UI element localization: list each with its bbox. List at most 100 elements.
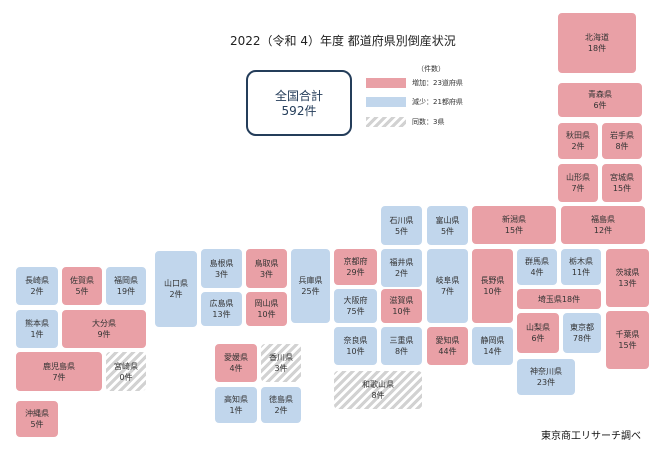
pref-gunma: 群馬県 4件: [516, 248, 558, 286]
prefecture-count: 1件: [229, 406, 243, 415]
prefecture-count: 15件: [618, 341, 637, 350]
pref-tochigi: 栃木県 11件: [560, 248, 602, 286]
pref-nara: 奈良県 10件: [333, 326, 378, 366]
legend-increase-label: 増加：23道府県: [412, 79, 463, 87]
prefecture-count: 5件: [440, 226, 455, 236]
prefecture-name: 和歌山県: [362, 380, 394, 389]
prefecture-count: 2件: [571, 142, 585, 151]
prefecture-count: 3件: [214, 269, 229, 279]
prefecture-count: 8件: [371, 391, 385, 400]
prefecture-name: 愛知県: [435, 336, 460, 345]
prefecture-name: 兵庫県: [298, 276, 323, 285]
pref-chiba: 千葉県 15件: [605, 310, 650, 370]
prefecture-name: 宮崎県: [114, 361, 138, 371]
pref-shimane: 島根県 3件: [200, 248, 243, 289]
prefecture-name: 福島県: [591, 215, 615, 224]
pref-hyogo: 兵庫県 25件: [290, 248, 331, 324]
prefecture-count: 15件: [612, 184, 632, 193]
prefecture-name: 神奈川県: [530, 367, 562, 376]
prefecture-count: 12件: [593, 226, 613, 235]
prefecture-name: 東京都: [570, 323, 594, 332]
prefecture-count: 2件: [274, 406, 288, 415]
prefecture-name: 青森県: [588, 90, 612, 99]
same-swatch: [366, 117, 406, 127]
prefecture-count: 1件: [30, 330, 44, 339]
prefecture-name: 広島県: [209, 299, 234, 308]
prefecture-name: 香川県: [269, 353, 293, 362]
pref-kochi: 高知県 1件: [214, 386, 258, 424]
prefecture-count: 18件: [561, 294, 581, 304]
pref-yamaguchi: 山口県 2件: [154, 250, 198, 328]
prefecture-count: 15件: [504, 226, 524, 235]
pref-kumamoto: 熊本県 1件: [15, 309, 59, 349]
prefecture-count: 11件: [571, 268, 591, 277]
prefecture-name: 大阪府: [343, 296, 368, 305]
prefecture-name: 新潟県: [502, 215, 526, 224]
pref-nagasaki: 長崎県 2件: [15, 266, 59, 306]
prefecture-count: 29件: [346, 268, 365, 277]
prefecture-count: 5件: [30, 420, 44, 429]
pref-hokkaido: 北海道 18件: [557, 12, 637, 74]
prefecture-count: 10件: [346, 347, 365, 356]
prefecture-count: 6件: [593, 101, 607, 110]
prefecture-count: 8件: [615, 142, 629, 151]
prefecture-name: 長野県: [480, 276, 505, 285]
prefecture-name: 三重県: [389, 336, 414, 345]
pref-miyazaki: 宮崎県 0件: [105, 351, 147, 392]
prefecture-count: 23件: [536, 378, 556, 387]
pref-kagoshima: 鹿児島県 7件: [15, 351, 103, 392]
prefecture-count: 5件: [394, 226, 409, 236]
pref-saga: 佐賀県 5件: [61, 266, 103, 306]
prefecture-name: 群馬県: [525, 257, 549, 266]
total-value: 592件: [281, 104, 317, 118]
prefecture-count: 3件: [259, 269, 274, 279]
prefecture-name: 滋賀県: [389, 296, 414, 305]
pref-yamanashi: 山梨県 6件: [516, 312, 560, 354]
pref-tokyo: 東京都 78件: [562, 312, 602, 354]
prefecture-count: 19件: [116, 287, 136, 296]
page-title: 2022（令和 4）年度 都道府県別倒産状況: [230, 34, 456, 48]
prefecture-name: 島根県: [209, 258, 234, 268]
legend-decrease-label: 減少：21都府県: [412, 98, 463, 106]
prefecture-name: 岐阜県: [435, 276, 460, 285]
prefecture-count: 18件: [587, 44, 607, 53]
prefecture-name: 長崎県: [25, 276, 49, 285]
prefecture-name: 山口県: [164, 279, 188, 288]
prefecture-name: 愛媛県: [224, 353, 248, 362]
prefecture-name: 鳥取県: [254, 258, 279, 268]
pref-fukui: 福井県 2件: [380, 248, 423, 288]
pref-oita: 大分県 9件: [61, 309, 147, 349]
prefecture-count: 75件: [346, 307, 365, 316]
pref-yamagata: 山形県 7件: [557, 163, 599, 203]
prefecture-count: 7件: [440, 287, 455, 296]
prefecture-name: 京都府: [343, 257, 368, 266]
pref-gifu: 岐阜県 7件: [426, 248, 469, 324]
prefecture-name: 千葉県: [615, 330, 640, 339]
prefecture-name: 福岡県: [114, 276, 138, 285]
prefecture-count: 78件: [572, 334, 592, 343]
prefecture-count: 10件: [257, 310, 276, 319]
pref-ibaraki: 茨城県 13件: [605, 248, 650, 308]
pref-tottori: 鳥取県 3件: [245, 248, 288, 289]
total-label: 全国合計: [274, 89, 323, 103]
prefecture-count: 7件: [571, 184, 585, 193]
pref-hiroshima: 広島県 13件: [200, 291, 243, 327]
prefecture-count: 9件: [97, 330, 111, 339]
pref-osaka: 大阪府 75件: [333, 288, 378, 324]
prefecture-count: 6件: [531, 334, 545, 343]
prefecture-count: 7件: [52, 372, 66, 382]
prefecture-count: 14件: [483, 347, 502, 356]
pref-aomori: 青森県 6件: [557, 82, 643, 118]
increase-swatch: [366, 78, 406, 88]
prefecture-name: 高知県: [224, 395, 248, 404]
prefecture-count: 4件: [229, 364, 243, 373]
pref-kanagawa: 神奈川県 23件: [516, 358, 576, 396]
prefecture-name: 福井県: [389, 258, 414, 267]
prefecture-count: 0件: [119, 372, 133, 382]
legend-unit: （件数）: [417, 65, 445, 73]
prefecture-count: 10件: [483, 287, 502, 296]
source-credit: 東京商工リサーチ調べ: [541, 431, 641, 442]
prefecture-name: 栃木県: [569, 257, 593, 266]
prefecture-count: 25件: [301, 287, 320, 296]
pref-niigata: 新潟県 15件: [471, 205, 557, 245]
